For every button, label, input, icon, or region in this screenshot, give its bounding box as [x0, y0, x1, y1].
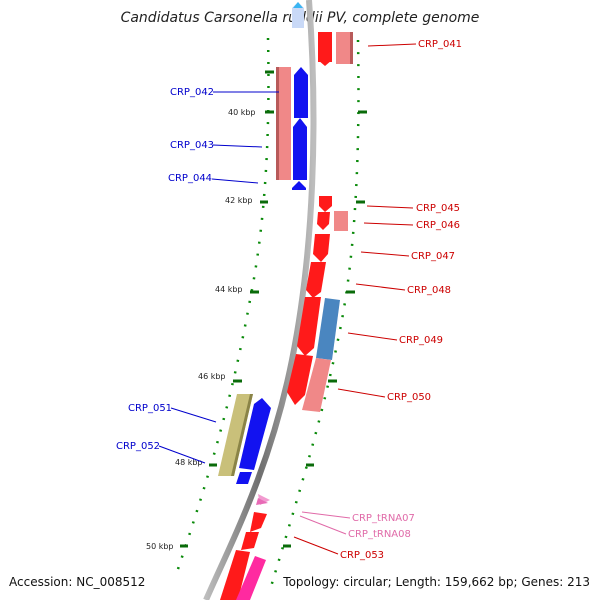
accession-text: Accession: NC_008512 [9, 575, 146, 589]
label-crp-051[interactable]: CRP_051 [128, 403, 172, 414]
leaders-trna [299, 511, 351, 535]
gene-crp-052-tail [236, 472, 252, 484]
gene-crp-044[interactable] [292, 181, 306, 190]
gene-crp-051-edge [231, 394, 253, 476]
scale-label-50kbp: 50 kbp [146, 542, 174, 551]
gene-crp-047[interactable] [313, 234, 330, 262]
gene-crp-053b [241, 532, 259, 550]
outer-guide-left [174, 37, 270, 576]
gene-crp-041-head [318, 60, 332, 66]
gene-crp-043[interactable] [293, 118, 307, 180]
gene-crp-041-shade-edge [350, 32, 353, 64]
gene-crp-052[interactable] [239, 398, 271, 470]
trna-08-marker [256, 498, 268, 505]
gene-crp-048[interactable] [306, 262, 326, 298]
top-arrow-marker [293, 2, 303, 8]
label-crp-047[interactable]: CRP_047 [411, 251, 455, 262]
leaders-reverse [158, 91, 279, 464]
gene-crp-042[interactable] [294, 67, 308, 118]
label-crp-049[interactable]: CRP_049 [399, 335, 443, 346]
top-feature-marker [292, 2, 304, 28]
label-crp-053[interactable]: CRP_053 [340, 550, 384, 561]
gene-crp-051[interactable] [218, 394, 253, 476]
label-crp-043[interactable]: CRP_043 [170, 140, 214, 151]
gene-lower-red [220, 550, 250, 600]
label-crp-044[interactable]: CRP_044 [168, 173, 212, 184]
label-crp-052[interactable]: CRP_052 [116, 441, 160, 452]
gene-crp-050-shade [302, 358, 331, 412]
label-crp-041[interactable]: CRP_041 [418, 39, 462, 50]
inner-guide-right [268, 39, 360, 591]
genome-summary-text: Topology: circular; Length: 159,662 bp; … [283, 575, 590, 589]
gene-crp-049-shade [316, 298, 340, 360]
gene-crp-049[interactable] [297, 297, 321, 356]
label-crp-042[interactable]: CRP_042 [170, 87, 214, 98]
scale-label-40kbp: 40 kbp [228, 108, 256, 117]
leaders-forward [293, 43, 417, 555]
gene-crp-046-shade [334, 211, 348, 231]
scale-label-48kbp: 48 kbp [175, 458, 203, 467]
scale-label-46kbp: 46 kbp [198, 372, 226, 381]
label-crp-050[interactable]: CRP_050 [387, 392, 431, 403]
genome-backbone [203, 0, 317, 600]
label-crp-045[interactable]: CRP_045 [416, 203, 460, 214]
gene-crp-041[interactable] [318, 32, 332, 62]
label-crp-trna07[interactable]: CRP_tRNA07 [352, 513, 415, 524]
label-crp-048[interactable]: CRP_048 [407, 285, 451, 296]
major-ticks [180, 70, 367, 548]
label-crp-046[interactable]: CRP_046 [416, 220, 460, 231]
scale-label-44kbp: 44 kbp [215, 285, 243, 294]
gene-crp-042-shade [276, 67, 291, 180]
gene-crp-053[interactable] [250, 512, 267, 532]
gene-crp-041-shade [336, 32, 353, 64]
gene-crp-045[interactable] [319, 196, 332, 212]
gene-lower-magenta [236, 556, 266, 600]
gene-crp-046[interactable] [317, 212, 330, 230]
gene-crp-050[interactable] [287, 354, 313, 405]
label-crp-trna08[interactable]: CRP_tRNA08 [348, 529, 411, 540]
scale-label-42kbp: 42 kbp [225, 196, 253, 205]
gene-crp-042-shade-edge [276, 67, 279, 180]
